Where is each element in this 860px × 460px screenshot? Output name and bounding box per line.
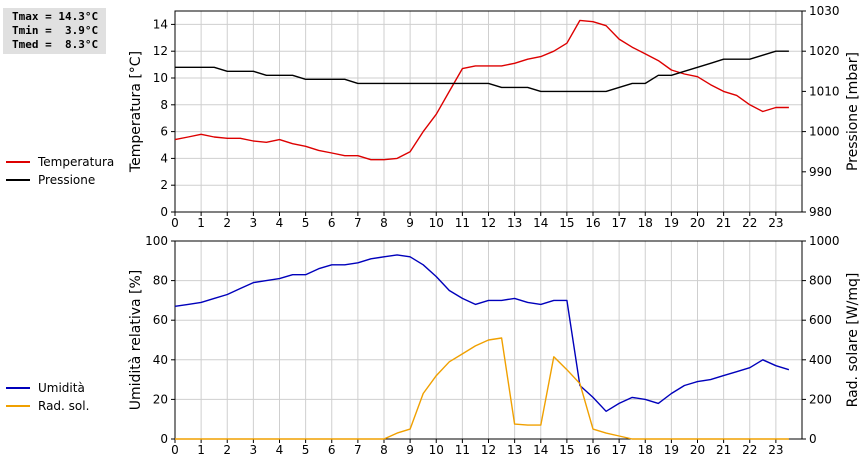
chart-1-x-tick-label: 18 — [638, 216, 653, 230]
chart-1-x-tick-label: 3 — [250, 216, 258, 230]
chart-2-y2-tick-label: 800 — [809, 274, 832, 288]
chart-1-y2-axis-label: Pressione [mbar] — [845, 52, 860, 171]
chart-1-y-tick-label: 2 — [160, 178, 168, 192]
chart-2-y-axis-label: Umidità relativa [%] — [128, 270, 144, 411]
chart-1-x-tick-label: 8 — [380, 216, 388, 230]
chart-1-x-tick-label: 0 — [171, 216, 179, 230]
chart-1-y-tick-label: 8 — [160, 98, 168, 112]
chart-2-x-tick-label: 7 — [354, 443, 362, 457]
chart-1-y2-tick-label: 1000 — [809, 125, 840, 139]
stat-tmed: Tmed = 8.3°C — [12, 38, 99, 51]
chart-1-legend-label-temperatura: Temperatura — [37, 155, 114, 169]
chart-2-y-tick-label: 80 — [153, 274, 168, 288]
chart-1-y2-tick-label: 990 — [809, 165, 832, 179]
chart-1-x-tick-label: 9 — [406, 216, 414, 230]
chart-2-x-tick-label: 16 — [585, 443, 600, 457]
chart-1-x-tick-label: 23 — [768, 216, 783, 230]
chart-2-x-tick-label: 12 — [481, 443, 496, 457]
chart-1-x-tick-label: 20 — [690, 216, 705, 230]
chart-1-series-temperatura — [174, 19, 789, 161]
chart-1-y2-tick-label: 980 — [809, 205, 832, 219]
chart-2-x-tick-label: 9 — [406, 443, 414, 457]
chart-1-y2-tick-label: 1010 — [809, 84, 840, 98]
chart-2-x-tick-label: 8 — [380, 443, 388, 457]
chart-2-series-umidit — [174, 254, 790, 412]
chart-1-y-tick-label: 6 — [160, 125, 168, 139]
chart-1-legend-label-pressione: Pressione — [38, 173, 95, 187]
chart-2-x-tick-label: 11 — [455, 443, 470, 457]
chart-2-legend-label-rad-sol: Rad. sol. — [38, 399, 89, 413]
chart-2-y2-tick-label: 200 — [809, 392, 832, 406]
stat-tmax: Tmax = 14.3°C — [12, 10, 99, 23]
chart-2-x-tick-label: 22 — [742, 443, 757, 457]
chart-1-y-axis-label: Temperatura [°C] — [128, 51, 144, 173]
chart-2-x-tick-label: 15 — [559, 443, 574, 457]
chart-2-x-tick-label: 5 — [302, 443, 310, 457]
chart-1-x-tick-label: 15 — [559, 216, 574, 230]
chart-1-x-tick-label: 11 — [455, 216, 470, 230]
chart-1-x-tick-label: 17 — [611, 216, 626, 230]
chart-2-x-tick-label: 23 — [768, 443, 783, 457]
chart-2-y-tick-label: 40 — [153, 353, 168, 367]
chart-2-y2-axis-label: Rad. solare [W/mq] — [845, 273, 860, 408]
chart-2-y-tick-label: 60 — [153, 313, 168, 327]
chart-2-x-tick-label: 13 — [507, 443, 522, 457]
chart-2-x-tick-label: 20 — [690, 443, 705, 457]
chart-1-x-tick-label: 14 — [533, 216, 548, 230]
chart-2-x-tick-label: 19 — [664, 443, 679, 457]
chart-2-x-tick-label: 4 — [276, 443, 284, 457]
chart-2-x-tick-label: 18 — [638, 443, 653, 457]
chart-1-x-tick-label: 4 — [276, 216, 284, 230]
chart-1-x-tick-label: 6 — [328, 216, 336, 230]
chart-1-x-tick-label: 12 — [481, 216, 496, 230]
chart-2-x-tick-label: 0 — [171, 443, 179, 457]
chart-2-x-tick-label: 21 — [716, 443, 731, 457]
chart-1-y-tick-label: 14 — [153, 17, 168, 31]
chart-2-x-tick-label: 14 — [533, 443, 548, 457]
chart-2-y2-tick-label: 1000 — [809, 234, 840, 248]
chart-1-x-tick-label: 10 — [429, 216, 444, 230]
chart-1-x-tick-label: 7 — [354, 216, 362, 230]
chart-2-y2-tick-label: 400 — [809, 353, 832, 367]
chart-1-y-tick-label: 0 — [160, 205, 168, 219]
chart-1-x-tick-label: 16 — [585, 216, 600, 230]
chart-1-x-tick-label: 22 — [742, 216, 757, 230]
chart-2-y-tick-label: 100 — [145, 234, 168, 248]
chart-2-x-tick-label: 17 — [611, 443, 626, 457]
chart-2-x-tick-label: 2 — [223, 443, 231, 457]
chart-2-y2-tick-label: 0 — [809, 432, 817, 446]
chart-1-x-tick-label: 21 — [716, 216, 731, 230]
chart-1-x-tick-label: 1 — [197, 216, 205, 230]
chart-2-series-rad-sol — [175, 337, 789, 440]
chart-1-series-pressione — [175, 50, 789, 93]
chart-2-x-tick-label: 10 — [429, 443, 444, 457]
chart-2-y-tick-label: 0 — [160, 432, 168, 446]
chart-2-legend-label-umidit: Umidità — [38, 381, 85, 395]
temperature-stats-box: Tmax = 14.3°C Tmin = 3.9°C Tmed = 8.3°C — [3, 8, 106, 54]
chart-1-y-tick-label: 10 — [153, 71, 168, 85]
chart-2-x-tick-label: 3 — [250, 443, 258, 457]
chart-1-x-tick-label: 19 — [664, 216, 679, 230]
chart-1-y-tick-label: 12 — [153, 44, 168, 58]
chart-1-x-tick-label: 5 — [302, 216, 310, 230]
chart-1-y2-tick-label: 1020 — [809, 44, 840, 58]
chart-2-x-tick-label: 1 — [197, 443, 205, 457]
chart-2-y2-tick-label: 600 — [809, 313, 832, 327]
chart-1-y2-tick-label: 1030 — [809, 4, 840, 18]
stat-tmin: Tmin = 3.9°C — [12, 24, 99, 37]
chart-2-y-tick-label: 20 — [153, 392, 168, 406]
chart-1-y-tick-label: 4 — [160, 151, 168, 165]
chart-1-x-tick-label: 2 — [223, 216, 231, 230]
chart-2-x-tick-label: 6 — [328, 443, 336, 457]
chart-1-x-tick-label: 13 — [507, 216, 522, 230]
